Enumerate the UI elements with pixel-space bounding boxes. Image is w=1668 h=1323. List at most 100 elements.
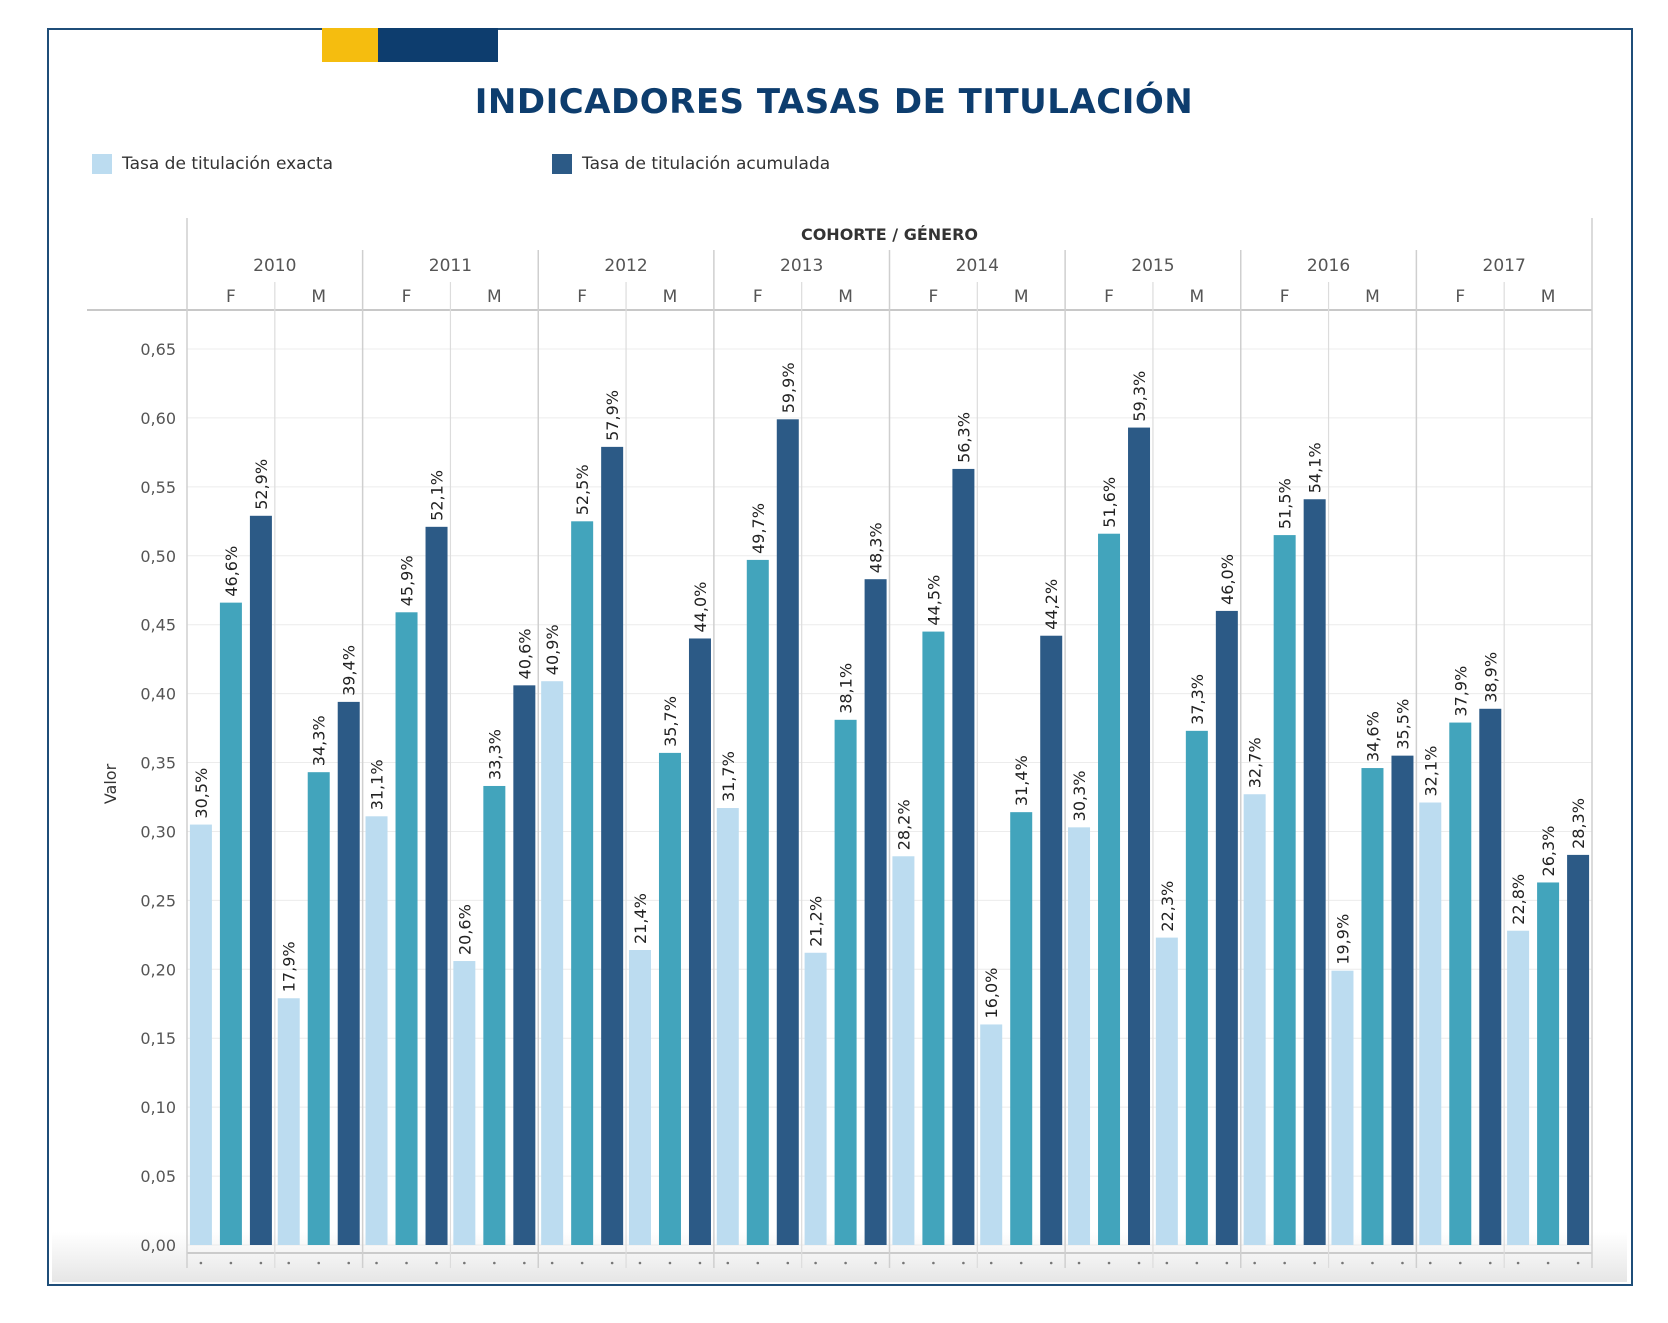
gender-label-2014-M: M	[1014, 287, 1029, 307]
x-tick-dot	[1516, 1261, 1520, 1265]
bar-2016-M-1	[1361, 768, 1384, 1245]
y-tick-label: 0,10	[140, 1098, 176, 1117]
column-header: COHORTE / GÉNERO	[801, 225, 978, 244]
x-tick-dot	[1077, 1261, 1081, 1265]
bar-2011-F-2	[425, 526, 448, 1245]
x-tick-dot	[1165, 1261, 1169, 1265]
data-label: 44,5%	[924, 575, 943, 626]
bar-2013-F-0	[716, 808, 739, 1245]
data-label: 34,6%	[1363, 711, 1382, 762]
x-tick-dot	[550, 1261, 554, 1265]
cohort-label-2012: 2012	[604, 256, 647, 276]
y-tick-label: 0,60	[140, 409, 176, 428]
bar-2015-M-2	[1215, 610, 1238, 1245]
data-label: 44,2%	[1042, 579, 1061, 630]
x-tick-dot	[1401, 1261, 1404, 1265]
y-tick-label: 0,30	[140, 822, 176, 841]
gender-label-2013-F: F	[753, 287, 763, 307]
bar-2011-M-1	[483, 785, 506, 1245]
data-label: 21,2%	[807, 896, 826, 947]
x-tick-dot	[1283, 1261, 1286, 1265]
page-title: INDICADORES TASAS DE TITULACIÓN	[474, 82, 1194, 122]
bar-2012-F-1	[571, 521, 594, 1245]
bar-2013-F-1	[746, 559, 769, 1245]
data-label: 30,5%	[192, 768, 211, 819]
bar-2012-M-0	[628, 950, 651, 1245]
y-tick-label: 0,65	[140, 340, 176, 359]
gender-label-2012-F: F	[577, 287, 587, 307]
data-label: 46,0%	[1218, 554, 1237, 605]
data-label: 49,7%	[749, 503, 768, 554]
cohort-label-2017: 2017	[1483, 256, 1526, 276]
data-label: 17,9%	[280, 941, 299, 992]
x-tick-dot	[962, 1261, 965, 1265]
x-tick-dot	[1313, 1261, 1316, 1265]
gender-label-2016-M: M	[1365, 287, 1380, 307]
data-label: 35,7%	[661, 696, 680, 747]
bar-2017-F-0	[1419, 802, 1442, 1245]
data-label: 20,6%	[455, 904, 474, 955]
x-tick-dot	[375, 1261, 378, 1265]
x-tick-dot	[1428, 1261, 1432, 1265]
x-tick-dot	[229, 1261, 233, 1265]
bar-2017-F-2	[1479, 708, 1502, 1245]
data-label: 57,9%	[603, 390, 622, 441]
data-label: 34,3%	[310, 715, 329, 766]
gender-label-2011-M: M	[487, 287, 502, 307]
bar-2014-M-0	[980, 1024, 1003, 1245]
x-tick-dot	[668, 1261, 672, 1265]
cohort-label-2016: 2016	[1307, 256, 1350, 276]
bar-2010-M-1	[307, 772, 330, 1245]
x-tick-dot	[756, 1261, 760, 1265]
gender-label-2017-M: M	[1541, 287, 1556, 307]
data-label: 30,3%	[1070, 770, 1089, 821]
data-label: 56,3%	[954, 412, 973, 463]
bar-2014-F-0	[892, 856, 915, 1245]
x-tick-dot	[1137, 1261, 1141, 1265]
y-tick-label: 0,35	[140, 754, 176, 773]
data-label: 28,3%	[1569, 798, 1588, 849]
data-label: 32,7%	[1246, 737, 1265, 788]
legend-label-acumulada: Tasa de titulación acumulada	[582, 154, 831, 174]
gender-label-2017-F: F	[1455, 287, 1465, 307]
legend-item-acumulada[interactable]: Tasa de titulación acumulada	[552, 153, 830, 175]
bar-2017-M-0	[1507, 930, 1530, 1245]
cohort-label-2011: 2011	[429, 256, 472, 276]
x-tick-dot	[1049, 1261, 1053, 1265]
x-tick-dot	[405, 1261, 408, 1265]
bar-2016-M-0	[1331, 970, 1354, 1245]
data-label: 38,9%	[1481, 652, 1500, 703]
data-label: 39,4%	[340, 645, 359, 696]
bar-2010-F-2	[249, 515, 272, 1245]
bar-2017-M-2	[1567, 854, 1590, 1245]
x-tick-dot	[726, 1261, 730, 1265]
data-label: 52,9%	[252, 459, 271, 510]
legend-item-exacta[interactable]: Tasa de titulación exacta	[92, 153, 333, 175]
data-label: 38,1%	[837, 663, 856, 714]
cohort-label-2015: 2015	[1131, 256, 1174, 276]
x-tick-dot	[1225, 1261, 1229, 1265]
data-label: 31,4%	[1012, 755, 1031, 806]
data-label: 26,3%	[1539, 826, 1558, 877]
x-tick-dot	[463, 1261, 466, 1265]
bar-2011-F-1	[395, 612, 418, 1245]
gender-label-2010-M: M	[311, 287, 326, 307]
bar-2013-M-1	[834, 719, 857, 1245]
x-tick-dot	[493, 1261, 496, 1265]
y-tick-label: 0,20	[140, 960, 176, 979]
x-tick-dot	[638, 1261, 642, 1265]
x-tick-dot	[786, 1261, 790, 1265]
y-tick-label: 0,40	[140, 685, 176, 704]
bar-2016-F-1	[1273, 535, 1296, 1245]
x-tick-dot	[610, 1261, 614, 1265]
data-label: 59,3%	[1130, 371, 1149, 422]
brand-stripe-yellow	[322, 28, 378, 62]
data-label: 44,0%	[691, 582, 710, 633]
data-label: 54,1%	[1306, 442, 1325, 493]
data-label: 35,5%	[1393, 699, 1412, 750]
data-label: 33,3%	[485, 729, 504, 780]
x-tick-dot	[435, 1261, 438, 1265]
data-label: 32,1%	[1421, 746, 1440, 797]
bar-2016-F-2	[1303, 499, 1326, 1245]
data-label: 19,9%	[1333, 914, 1352, 965]
